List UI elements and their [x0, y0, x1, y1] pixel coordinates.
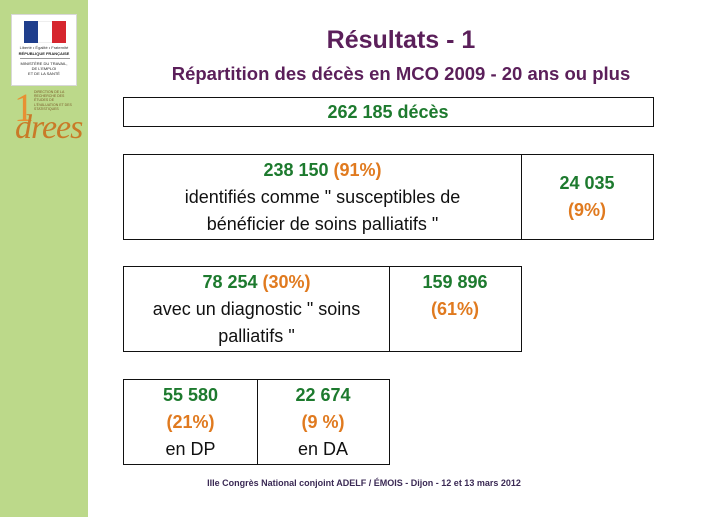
page-subtitle: Répartition des décès en MCO 2009 - 20 a… — [171, 63, 631, 84]
no-palliative-diagnosis-cell: 159 896 (61%) — [389, 267, 520, 351]
sidebar: Liberté • Égalité • Fraternité RÉPUBLIQU… — [0, 0, 88, 517]
drees-caption: DIRECTION DE LA RECHERCHE DES ÉTUDES DE … — [34, 90, 72, 111]
level-1-box: 262 185 décès — [123, 97, 654, 127]
french-flag-icon — [24, 21, 66, 43]
total-deaths-cell: 262 185 décès — [124, 98, 652, 126]
palliative-eligible-label-2: bénéficier de soins palliatifs " — [206, 213, 439, 234]
level-3-box: 78 254 (30%) avec un diagnostic " soins … — [123, 266, 522, 352]
rf-ministry-line-2: DE L'EMPLOI — [31, 66, 57, 71]
principal-diagnosis-label: en DP — [165, 438, 216, 459]
drees-emblem: 1 — [14, 85, 34, 130]
principal-diagnosis-percent: (21%) — [166, 411, 215, 432]
page-title: Résultats - 1 — [326, 26, 476, 54]
principal-diagnosis-cell: 55 580 (21%) en DP — [124, 380, 257, 464]
rf-motto: Liberté • Égalité • Fraternité — [19, 45, 69, 50]
palliative-diagnosis-cell: 78 254 (30%) avec un diagnostic " soins … — [124, 267, 389, 351]
principal-diagnosis-value: 55 580 — [162, 384, 219, 405]
rf-name: RÉPUBLIQUE FRANÇAISE — [18, 51, 70, 56]
associated-diagnosis-cell: 22 674 (9 %) en DA — [257, 380, 388, 464]
rf-ministry-line-1: MINISTÈRE DU TRAVAIL, — [20, 61, 68, 66]
not-eligible-cell: 24 035 (9%) — [521, 155, 652, 239]
footer-conference: IIIe Congrès National conjoint ADELF / É… — [207, 478, 521, 488]
palliative-diagnosis-label-2: palliatifs " — [218, 325, 295, 346]
rf-divider — [20, 58, 70, 59]
rf-ministry-line-3: ET DE LA SANTÉ — [28, 71, 60, 76]
level-2-box: 238 150 (91%) identifiés comme " suscept… — [123, 154, 654, 240]
total-deaths-value: 262 185 décès — [327, 101, 449, 122]
no-palliative-diagnosis-percent: (61%) — [430, 299, 479, 319]
palliative-eligible-percent: (91%) — [333, 159, 382, 180]
associated-diagnosis-value: 22 674 — [295, 384, 351, 405]
not-eligible-percent: (9%) — [567, 200, 606, 220]
republique-francaise-logo: Liberté • Égalité • Fraternité RÉPUBLIQU… — [11, 14, 77, 86]
associated-diagnosis-percent: (9 %) — [301, 411, 345, 432]
palliative-eligible-cell: 238 150 (91%) identifiés comme " suscept… — [124, 155, 521, 239]
palliative-eligible-label-1: identifiés comme " susceptibles de — [184, 186, 461, 207]
no-palliative-diagnosis-value: 159 896 — [422, 272, 488, 292]
associated-diagnosis-label: en DA — [297, 438, 349, 459]
palliative-diagnosis-label-1: avec un diagnostic " soins — [152, 298, 361, 319]
not-eligible-value: 24 035 — [559, 173, 615, 193]
drees-wordmark: drees — [15, 109, 83, 146]
level-4-box: 55 580 (21%) en DP 22 674 (9 %) en DA — [123, 379, 390, 465]
palliative-diagnosis-value: 78 254 — [202, 271, 258, 292]
drees-logo: 1 DIRECTION DE LA RECHERCHE DES ÉTUDES D… — [12, 85, 83, 152]
palliative-diagnosis-percent: (30%) — [262, 271, 311, 292]
palliative-eligible-value: 238 150 — [263, 159, 329, 180]
rf-ministry: MINISTÈRE DU TRAVAIL, DE L'EMPLOI ET DE … — [12, 61, 76, 76]
